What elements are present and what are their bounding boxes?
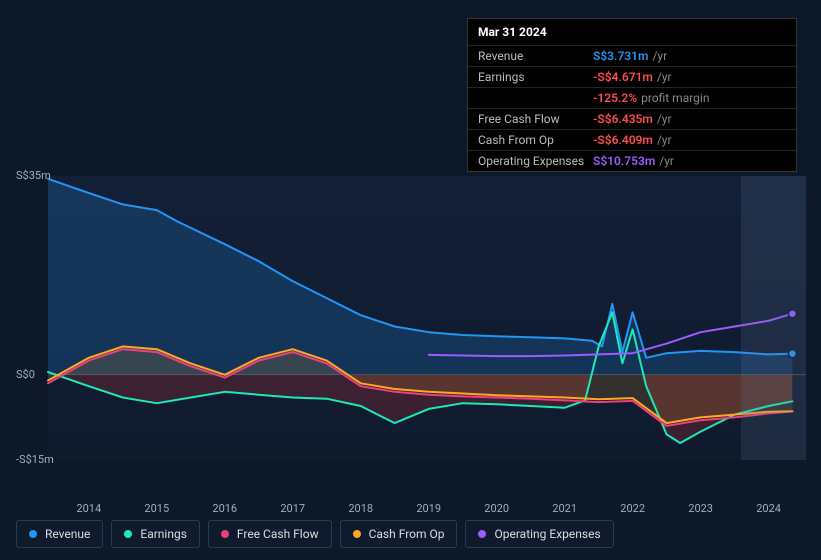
chart-tooltip: Mar 31 2024 RevenueS$3.731m/yrEarnings-S…	[467, 18, 797, 172]
legend-item-opex[interactable]: Operating Expenses	[465, 520, 613, 548]
legend-swatch	[124, 530, 132, 538]
chart-legend: Revenue Earnings Free Cash Flow Cash From O…	[16, 520, 614, 548]
legend-swatch	[29, 530, 37, 538]
tooltip-metric-value: -S$4.671m	[593, 68, 653, 86]
chart-x-tick-label: 2019	[416, 502, 441, 515]
chart-y-tick-label: S$35m	[16, 169, 70, 182]
legend-label: Cash From Op	[369, 527, 445, 541]
tooltip-metric-suffix: /yr	[657, 110, 672, 128]
legend-label: Free Cash Flow	[237, 527, 319, 541]
tooltip-metric-value: -125.2%	[593, 89, 637, 107]
tooltip-metric-value: S$3.731m	[593, 47, 648, 65]
tooltip-metric-label: Free Cash Flow	[478, 110, 593, 128]
chart-x-tick-label: 2023	[688, 502, 713, 515]
chart-y-tick-label: S$0	[16, 368, 70, 381]
chart-x-tick-label: 2024	[756, 502, 781, 515]
financial-history-chart[interactable]: S$35mS$0-S$15m 2014201520162017201820192…	[16, 160, 806, 476]
chart-x-tick-label: 2017	[280, 502, 305, 515]
legend-item-cfo[interactable]: Cash From Op	[340, 520, 458, 548]
chart-x-tick-label: 2020	[484, 502, 509, 515]
tooltip-metric-value: -S$6.409m	[593, 131, 653, 149]
tooltip-metric-label: Revenue	[478, 47, 593, 65]
tooltip-row: RevenueS$3.731m/yr	[468, 45, 796, 66]
tooltip-metric-suffix: profit margin	[641, 89, 709, 107]
tooltip-metric-suffix: /yr	[652, 47, 667, 65]
chart-y-tick-label: -S$15m	[16, 453, 70, 466]
tooltip-row: -125.2%profit margin	[468, 87, 796, 108]
tooltip-row: Earnings-S$4.671m/yr	[468, 66, 796, 87]
tooltip-metric-suffix: /yr	[657, 68, 672, 86]
legend-swatch	[478, 530, 486, 538]
tooltip-metric-label: Earnings	[478, 68, 593, 86]
tooltip-metric-value: S$10.753m	[593, 152, 655, 170]
chart-x-tick-label: 2015	[144, 502, 169, 515]
tooltip-metric-label: Cash From Op	[478, 131, 593, 149]
chart-cursor-band	[741, 176, 806, 460]
tooltip-date: Mar 31 2024	[468, 19, 796, 45]
tooltip-metric-suffix: /yr	[657, 131, 672, 149]
tooltip-metric-label: Operating Expenses	[478, 152, 593, 170]
tooltip-row: Free Cash Flow-S$6.435m/yr	[468, 108, 796, 129]
legend-label: Earnings	[140, 527, 187, 541]
legend-swatch	[221, 530, 229, 538]
legend-label: Revenue	[45, 527, 90, 541]
tooltip-metric-suffix: /yr	[659, 152, 674, 170]
chart-x-tick-label: 2016	[212, 502, 237, 515]
tooltip-metric-value: -S$6.435m	[593, 110, 653, 128]
tooltip-row: Operating ExpensesS$10.753m/yr	[468, 150, 796, 171]
chart-plot-area[interactable]	[48, 176, 806, 460]
chart-x-tick-label: 2014	[76, 502, 101, 515]
chart-x-tick-label: 2018	[348, 502, 373, 515]
legend-label: Operating Expenses	[494, 527, 600, 541]
chart-x-tick-label: 2021	[552, 502, 577, 515]
chart-x-tick-label: 2022	[620, 502, 645, 515]
legend-item-earnings[interactable]: Earnings	[111, 520, 200, 548]
legend-item-revenue[interactable]: Revenue	[16, 520, 103, 548]
legend-item-fcf[interactable]: Free Cash Flow	[208, 520, 332, 548]
legend-swatch	[353, 530, 361, 538]
tooltip-row: Cash From Op-S$6.409m/yr	[468, 129, 796, 150]
